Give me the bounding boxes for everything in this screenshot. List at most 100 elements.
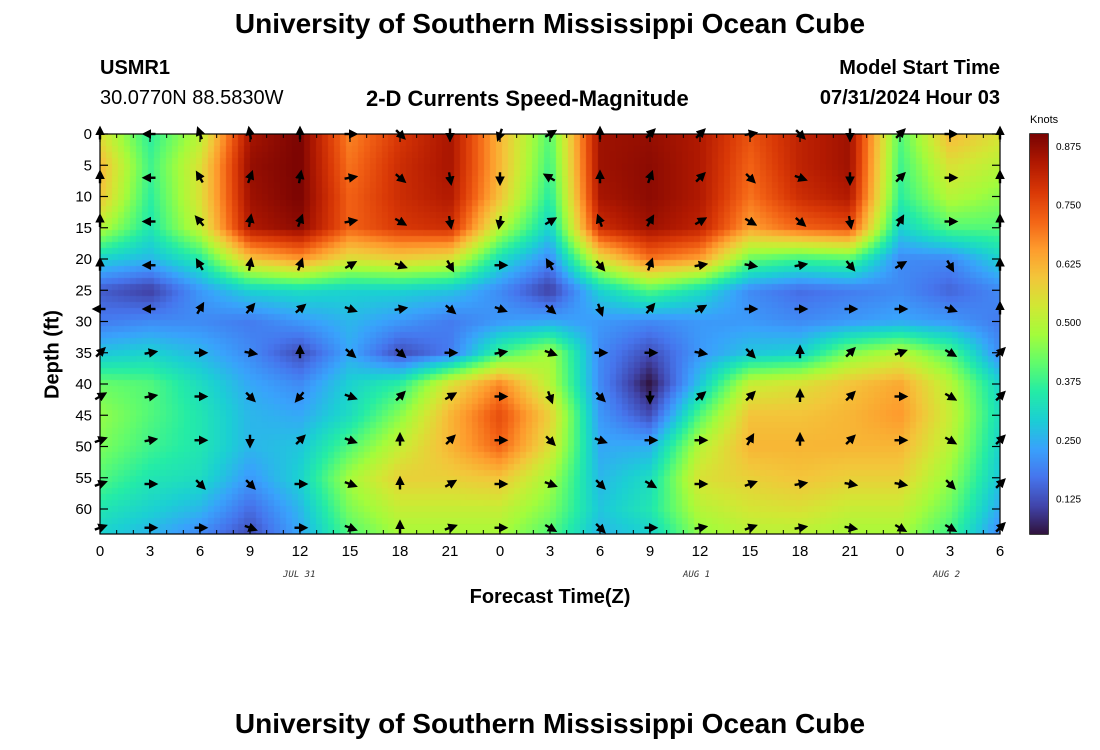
- x-tick-label: 0: [496, 543, 504, 560]
- x-tick-label: 15: [742, 543, 759, 560]
- model-start-label: Model Start Time: [839, 57, 1000, 79]
- current-vector-arrow: [344, 391, 358, 401]
- x-tick-label: 0: [896, 543, 904, 560]
- current-vector-arrow: [345, 348, 357, 359]
- colorbar: [1030, 134, 1048, 534]
- current-vector-arrow: [894, 261, 908, 271]
- colorbar-tick-label: 0.375: [1056, 377, 1081, 388]
- current-vector-arrow: [544, 479, 558, 489]
- current-vector-arrow: [295, 257, 305, 271]
- current-vector-arrow: [945, 479, 956, 490]
- current-vector-arrow: [194, 215, 205, 227]
- current-vector-arrow: [144, 435, 159, 446]
- x-tick-label: 3: [546, 543, 554, 560]
- current-vector-arrow: [645, 302, 656, 314]
- x-tick-label: 6: [996, 543, 1004, 560]
- current-vector-arrow: [444, 479, 458, 489]
- current-vector-arrow: [845, 390, 856, 402]
- current-vector-arrow: [845, 215, 855, 230]
- current-vector-arrow: [894, 479, 909, 489]
- current-vector-arrow: [744, 260, 759, 270]
- current-vector-arrow: [744, 479, 758, 489]
- current-vector-arrow: [944, 391, 958, 401]
- current-vector-arrow: [394, 304, 409, 314]
- current-vector-arrow: [144, 348, 159, 358]
- x-tick-label: 21: [842, 543, 859, 560]
- current-vector-arrow: [244, 347, 259, 358]
- x-tick-label: 6: [196, 543, 204, 560]
- y-tick-label: 25: [75, 282, 92, 299]
- y-tick-label: 15: [75, 220, 92, 237]
- current-vector-arrow: [494, 348, 509, 358]
- footer-title: University of Southern Mississippi Ocean…: [234, 708, 866, 739]
- current-vector-arrow: [594, 435, 608, 445]
- current-vector-arrow: [245, 391, 256, 403]
- x-tick-label: 18: [792, 543, 809, 560]
- current-vector-arrow: [744, 216, 758, 226]
- colorbar-tick-label: 0.750: [1056, 201, 1081, 212]
- current-vector-arrow: [344, 173, 359, 183]
- current-vector-arrow: [394, 260, 408, 270]
- date-label-aug-1: AUG 1: [683, 570, 711, 580]
- current-vector-arrow: [195, 257, 205, 271]
- current-vector-arrow: [845, 346, 856, 358]
- current-vector-arrow: [245, 169, 255, 184]
- y-tick-label: 50: [75, 439, 92, 456]
- x-tick-label: 3: [146, 543, 154, 560]
- y-tick-label: 20: [75, 251, 92, 268]
- current-vector-arrow: [644, 479, 658, 489]
- speed-heatmap: [100, 134, 1000, 534]
- current-vector-arrow: [745, 390, 756, 402]
- y-tick-label: 35: [75, 345, 92, 362]
- current-vector-arrow: [445, 304, 457, 315]
- x-tick-label: 15: [342, 543, 359, 560]
- current-vector-arrow: [445, 434, 456, 445]
- colorbar-tick-label: 0.500: [1056, 318, 1081, 329]
- page-title: University of Southern Mississippi Ocean…: [234, 8, 866, 39]
- current-vector-arrow: [595, 391, 606, 403]
- current-vector-arrow: [894, 348, 908, 358]
- colorbar-label: Knots: [1030, 114, 1059, 126]
- x-tick-label: 18: [392, 543, 409, 560]
- current-vector-arrow: [595, 303, 605, 317]
- y-tick-label: 40: [75, 376, 92, 393]
- current-vector-arrow: [595, 213, 605, 228]
- current-vector-arrow: [694, 304, 708, 314]
- x-tick-label: 3: [946, 543, 954, 560]
- current-vector-arrow: [544, 217, 558, 227]
- current-vector-arrow: [944, 435, 958, 445]
- colorbar-tick-label: 0.625: [1056, 259, 1081, 270]
- current-vector-arrow: [695, 391, 707, 401]
- x-tick-label: 9: [246, 543, 254, 560]
- model-start-value: 07/31/2024 Hour 03: [819, 87, 1000, 109]
- current-vector-arrow: [895, 171, 906, 183]
- current-vector-arrow: [745, 432, 755, 446]
- current-vector-arrow: [794, 172, 808, 182]
- y-tick-label: 10: [75, 189, 92, 206]
- current-vector-arrow: [144, 391, 159, 402]
- current-vector-arrow: [794, 260, 809, 271]
- current-vector-arrow: [544, 347, 558, 357]
- current-vector-arrow: [494, 304, 508, 314]
- current-vector-arrow: [895, 214, 905, 227]
- current-vector-arrow: [694, 347, 709, 358]
- current-vector-arrow: [944, 347, 958, 357]
- x-tick-label: 0: [96, 543, 104, 560]
- current-vector-arrow: [344, 261, 358, 271]
- x-tick-label: 12: [692, 543, 709, 560]
- current-vector-arrow: [545, 257, 555, 271]
- y-tick-label: 45: [75, 407, 92, 424]
- current-vector-arrow: [645, 257, 655, 271]
- current-vector-arrow: [344, 435, 358, 445]
- current-vector-arrow: [445, 259, 455, 273]
- current-vector-arrow: [694, 260, 709, 271]
- station-id: USMR1: [100, 57, 171, 79]
- current-vector-arrow: [694, 217, 708, 227]
- current-vector-arrow: [395, 173, 407, 184]
- current-vector-arrow: [495, 215, 505, 230]
- current-vector-arrow: [245, 302, 256, 314]
- current-vector-arrow: [794, 479, 809, 489]
- current-vector-arrow: [545, 304, 557, 315]
- current-vector-arrow: [195, 479, 206, 490]
- current-vector-arrow: [195, 301, 205, 315]
